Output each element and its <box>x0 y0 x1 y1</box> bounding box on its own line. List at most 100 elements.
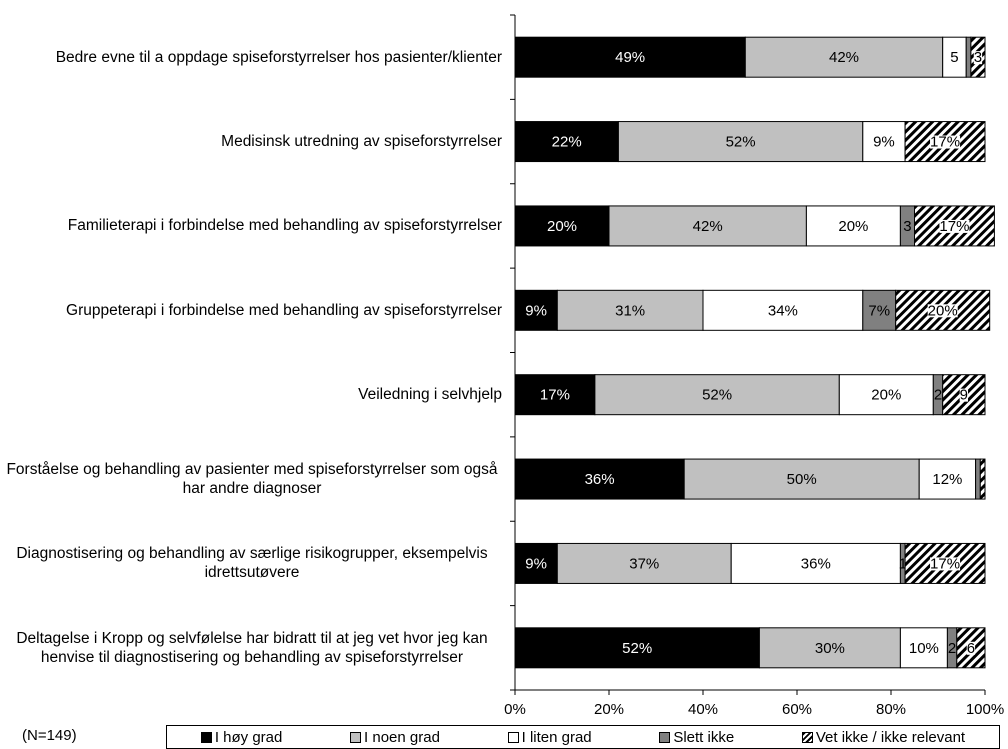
value-label: 20% <box>838 218 868 235</box>
bar-segment <box>608 205 807 247</box>
legend-swatch <box>350 731 362 743</box>
value-label: 20% <box>547 218 577 235</box>
bar-segment <box>758 627 901 669</box>
value-label: 30% <box>815 640 845 657</box>
legend-swatch <box>659 731 671 743</box>
value-label: 3 <box>974 49 982 66</box>
value-label-bg <box>930 557 961 571</box>
value-label-bg <box>973 51 983 65</box>
value-label: 17% <box>930 134 960 151</box>
legend-label: Slett ikke <box>673 728 735 746</box>
bar-segment <box>979 458 986 500</box>
bar-segment <box>975 458 981 500</box>
legend-label: Vet ikke / ikke relevant <box>815 728 966 746</box>
value-label: 17% <box>939 218 969 235</box>
value-label: 36% <box>585 471 615 488</box>
bar-segment <box>702 289 864 331</box>
category-label: Bedre evne til a oppdage spiseforstyrrel… <box>0 17 502 97</box>
value-label: 9% <box>525 555 547 572</box>
bar-segment <box>965 36 972 78</box>
note: (N=149) <box>22 727 77 744</box>
value-label: 9% <box>525 302 547 319</box>
category-label: Veiledning i selvhjelp <box>0 355 502 435</box>
value-label: 31% <box>615 302 645 319</box>
x-tick-label: 0% <box>504 701 526 718</box>
bar-segment <box>683 458 920 500</box>
x-tick-label: 60% <box>782 701 812 718</box>
plot: 0% 20% 40% 60% 80% 100%49% 42% 5 322% 52% 9% 17%20%… <box>504 14 1004 718</box>
value-label: 17% <box>930 555 960 572</box>
value-label: 17% <box>540 387 570 404</box>
bar-segment <box>514 374 596 416</box>
value-label-bg <box>959 388 969 402</box>
legend-label: I noen grad <box>364 728 440 746</box>
legend-swatch <box>507 731 519 743</box>
value-label: 34% <box>768 302 798 319</box>
value-label: 42% <box>829 49 859 66</box>
legend-swatch <box>200 731 212 743</box>
value-label: 1 <box>899 555 907 572</box>
value-label-bg <box>939 219 970 233</box>
legend: I høy grad I noen grad I liten grad Slett i… <box>166 725 1000 749</box>
value-label: 20% <box>928 302 958 319</box>
legend-item: I liten grad <box>507 728 592 746</box>
category-text: Deltagelse i Kropp og selvfølelse har bi… <box>16 629 488 666</box>
category-label: Gruppeterapi i forbindelse med behandlin… <box>0 270 502 350</box>
bar-segment <box>514 458 685 500</box>
value-label-bg <box>966 641 976 655</box>
value-label: 22% <box>552 134 582 151</box>
x-tick-label: 20% <box>594 701 624 718</box>
category-label: Familieterapi i forbindelse med behandli… <box>0 186 502 266</box>
category-text: Medisinsk utredning av spiseforstyrrelse… <box>221 133 502 151</box>
value-label: 5 <box>950 49 958 66</box>
x-tick-label: 40% <box>688 701 718 718</box>
legend-item: I noen grad <box>350 729 440 746</box>
value-label: 36% <box>801 555 831 572</box>
x-tick-label: 80% <box>876 701 906 718</box>
category-text: Familieterapi i forbindelse med behandli… <box>67 217 502 235</box>
category-label: Deltagelse i Kropp og selvfølelse har bi… <box>0 608 502 688</box>
legend-label: I liten grad <box>521 728 592 746</box>
value-label: 20% <box>871 387 901 404</box>
category-text: Forståelse og behandling av pasienter me… <box>6 461 498 498</box>
category-label: Forståelse og behandling av pasienter me… <box>0 439 502 519</box>
value-label: 42% <box>693 218 723 235</box>
x-tick-label: 100% <box>966 701 1004 718</box>
bar-segment <box>514 289 558 331</box>
value-label: 2 <box>934 387 942 404</box>
value-label: 3 <box>903 218 911 235</box>
value-label: 52% <box>622 640 652 657</box>
category-text: Diagnostisering og behandling av særlige… <box>16 545 488 582</box>
value-label: 7% <box>868 302 890 319</box>
legend-item: Slett ikke <box>659 729 734 746</box>
category-label: Diagnostisering og behandling av særlige… <box>0 523 502 603</box>
value-label: 37% <box>629 555 659 572</box>
bar-segment <box>942 374 986 416</box>
bar-segment <box>514 121 619 163</box>
value-label: 2 <box>948 640 956 657</box>
value-label: 9 <box>960 387 968 404</box>
value-label: 50% <box>787 471 817 488</box>
legend-item: Vet ikke / ikke relevant <box>801 728 966 746</box>
value-label-bg <box>930 135 961 149</box>
value-label-bg <box>927 304 958 318</box>
legend-label: I høy grad <box>214 728 283 746</box>
value-label: 52% <box>726 134 756 151</box>
bar-segment <box>514 542 558 584</box>
bar-segment <box>617 121 864 163</box>
category-text: Gruppeterapi i forbindelse med behandlin… <box>66 301 502 319</box>
legend-swatch <box>801 731 813 743</box>
legend-item: I høy grad <box>200 728 283 746</box>
value-label: 9% <box>873 134 895 151</box>
value-label: 49% <box>615 49 645 66</box>
bar-segment <box>514 627 760 669</box>
value-label: 10% <box>909 640 939 657</box>
value-label: 12% <box>932 471 962 488</box>
category-text: Veiledning i selvhjelp <box>358 386 502 404</box>
category-text: Bedre evne til a oppdage spiseforstyrrel… <box>55 48 502 66</box>
value-label: 52% <box>702 387 732 404</box>
bar-segment <box>862 289 897 331</box>
value-label: 6 <box>967 640 975 657</box>
bar-segment <box>918 458 977 500</box>
